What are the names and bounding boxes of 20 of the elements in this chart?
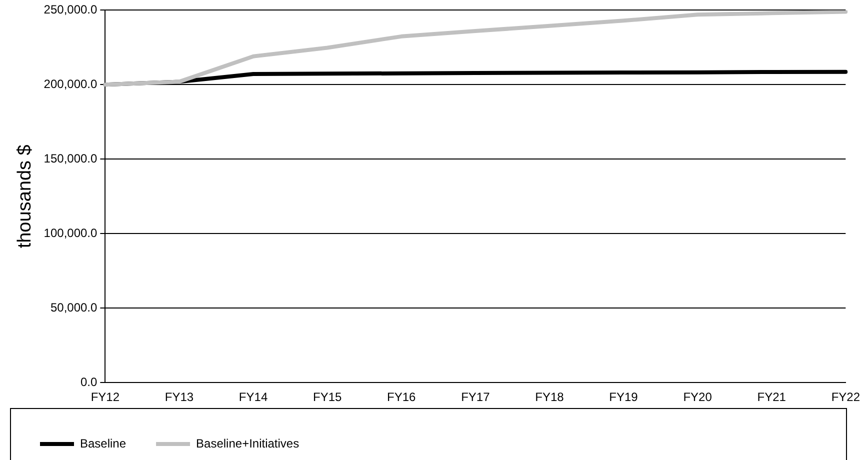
x-tick-label: FY14 <box>238 390 268 404</box>
y-axis-title: thousands $ <box>14 144 36 248</box>
x-tick-label: FY20 <box>683 390 712 404</box>
x-tick-label: FY18 <box>535 390 564 404</box>
x-tick-label: FY16 <box>387 390 416 404</box>
x-tick-label: FY15 <box>312 390 342 404</box>
y-tick-label: 50,000.0 <box>50 300 98 314</box>
y-tick-label: 200,000.0 <box>44 76 98 91</box>
x-tick-label: FY13 <box>164 390 194 404</box>
legend-label: Baseline+Initiatives <box>196 436 300 450</box>
x-tick-label: FY21 <box>757 390 786 404</box>
y-tick-label: 250,000.0 <box>44 2 98 17</box>
x-tick-label: FY12 <box>90 390 120 404</box>
legend-label: Baseline <box>80 436 126 450</box>
x-tick-label: FY22 <box>831 390 860 404</box>
y-tick-label: 150,000.0 <box>44 151 98 166</box>
x-tick-label: FY17 <box>461 390 490 404</box>
y-tick-label: 100,000.0 <box>44 226 98 240</box>
y-tick-label: 0.0 <box>80 374 98 389</box>
x-tick-label: FY19 <box>609 390 638 404</box>
